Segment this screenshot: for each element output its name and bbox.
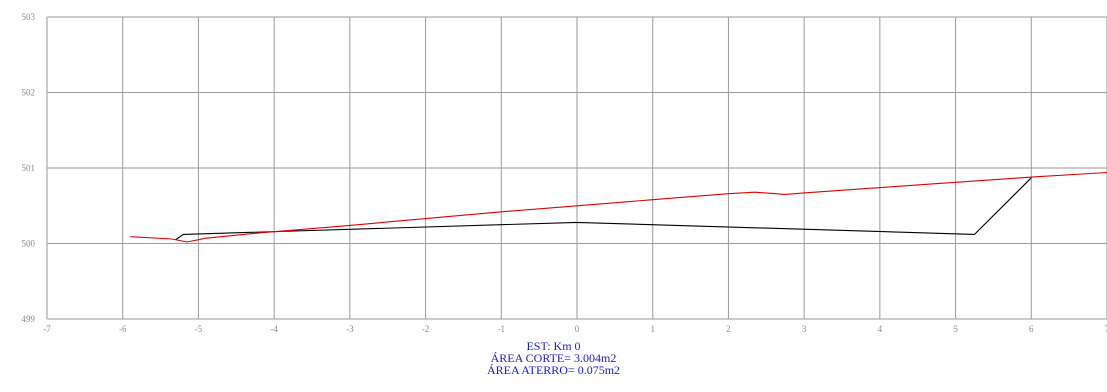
x-tick-label: 0 — [575, 324, 580, 334]
x-tick-label: 4 — [878, 324, 883, 334]
design-section-line — [130, 171, 1107, 243]
x-tick-label: 2 — [726, 324, 731, 334]
x-tick-label: -1 — [498, 324, 506, 334]
x-tick-label: -3 — [346, 324, 354, 334]
area-aterro-label: ÁREA ATERRO= 0.075m2 — [486, 363, 621, 377]
station-label: EST: Km 0 — [526, 339, 581, 353]
x-tick-label: -4 — [270, 324, 278, 334]
grid — [46, 16, 1107, 320]
x-tick-label: 5 — [953, 324, 958, 334]
x-tick-label: -5 — [195, 324, 203, 334]
x-tick-label: -2 — [422, 324, 430, 334]
y-tick-label: 500 — [22, 239, 36, 249]
y-tick-label: 503 — [22, 12, 36, 22]
terrain-profile-line — [175, 177, 1032, 241]
area-corte-label: ÁREA CORTE= 3.004m2 — [490, 351, 617, 365]
x-tick-label: 1 — [650, 324, 655, 334]
y-tick-label: 502 — [22, 88, 36, 98]
x-tick-label: -7 — [43, 324, 51, 334]
y-tick-label: 501 — [22, 163, 36, 173]
cross-section-chart: -7 -6 -5 -4 -3 -2 -1 0 1 2 3 4 5 6 7 499 500 501 502 503 — [22, 12, 1107, 334]
y-tick-labels: 499 500 501 502 503 — [22, 12, 36, 324]
section-caption: EST: Km 0 ÁREA CORTE= 3.004m2 ÁREA ATERR… — [0, 340, 1107, 376]
series-lines — [130, 171, 1107, 243]
x-tick-label: 3 — [802, 324, 807, 334]
x-tick-label: -6 — [119, 324, 127, 334]
y-tick-label: 499 — [22, 314, 36, 324]
x-tick-label: 7 — [1105, 324, 1107, 334]
x-tick-labels: -7 -6 -5 -4 -3 -2 -1 0 1 2 3 4 5 6 7 — [43, 324, 1107, 334]
x-tick-label: 6 — [1029, 324, 1034, 334]
